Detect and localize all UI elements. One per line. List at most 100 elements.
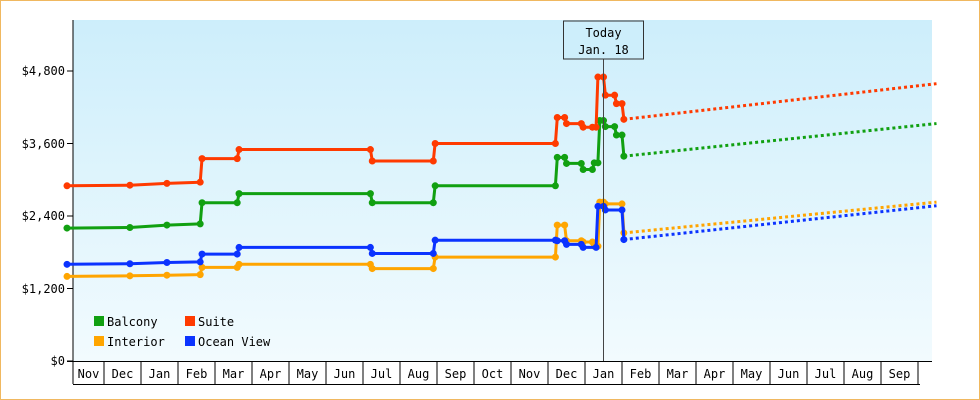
series-point-interior-8 [368, 265, 376, 273]
series-point-suite-23 [612, 100, 620, 108]
legend-label-suite: Suite [198, 315, 234, 329]
series-point-ocean-view-4 [198, 250, 206, 258]
series-point-interior-9 [429, 265, 437, 273]
series-forecast-balcony [623, 122, 937, 158]
today-date: Jan. 18 [578, 43, 629, 57]
legend: Balcony Suite Interior Ocean View [94, 315, 271, 349]
month-label-12: Nov [519, 367, 541, 381]
month-label-18: May [741, 367, 763, 381]
series-point-balcony-1 [126, 223, 134, 231]
series-point-ocean-view-0 [63, 260, 71, 268]
series-point-suite-6 [235, 146, 243, 154]
y-axis-ticks: $0 $1,200 $2,400 $3,600 $4,800 [22, 64, 73, 368]
series-point-ocean-view-18 [594, 202, 602, 210]
series-point-ocean-view-17 [592, 243, 600, 251]
series-point-balcony-12 [553, 153, 561, 161]
x-axis-months: Nov Dec Jan Feb Mar Apr May Jun Jul Aug Sep Oct Nov D… [72, 361, 920, 385]
series-point-suite-5 [233, 155, 241, 163]
series-point-suite-25 [620, 115, 628, 123]
series-point-balcony-19 [594, 159, 602, 167]
month-label-13: Dec [556, 367, 578, 381]
month-label-20: Jul [815, 367, 837, 381]
month-label-1: Dec [112, 367, 134, 381]
series-point-ocean-view-1 [126, 260, 134, 268]
series-point-balcony-14 [563, 159, 570, 167]
series-point-suite-7 [366, 146, 374, 154]
series-point-balcony-3 [196, 220, 204, 228]
legend-label-ocean-view: Ocean View [198, 335, 271, 349]
series-point-balcony-16 [579, 165, 587, 173]
series-point-suite-3 [196, 178, 204, 186]
legend-swatch-ocean-view [185, 336, 195, 346]
series-point-ocean-view-8 [368, 249, 376, 257]
series-point-ocean-view-3 [196, 258, 204, 266]
series-point-balcony-22 [601, 123, 609, 131]
series-point-ocean-view-20 [601, 206, 609, 214]
month-label-15: Feb [630, 367, 652, 381]
series-point-suite-16 [579, 123, 587, 131]
series-forecast-interior [623, 200, 937, 235]
series-point-balcony-23 [611, 123, 619, 131]
series-point-suite-22 [611, 91, 619, 99]
series-point-interior-3 [196, 271, 204, 279]
series-point-ocean-view-5 [233, 250, 241, 258]
legend-swatch-balcony [94, 316, 104, 326]
series-point-interior-1 [126, 272, 134, 280]
series-point-suite-0 [63, 182, 71, 190]
series-point-suite-2 [163, 179, 171, 187]
series-point-interior-0 [63, 272, 71, 280]
series-point-balcony-6 [235, 190, 243, 198]
series-forecast-ocean-view [623, 204, 937, 242]
series-point-suite-11 [551, 140, 559, 147]
series-point-balcony-26 [620, 152, 628, 160]
chart-marks [63, 20, 937, 362]
plot-area [73, 20, 932, 361]
month-label-21: Aug [852, 367, 874, 381]
series-point-ocean-view-6 [235, 243, 243, 251]
series-point-suite-10 [431, 140, 439, 147]
series-point-interior-6 [235, 260, 243, 268]
series-point-interior-13 [561, 221, 569, 229]
series-point-suite-21 [601, 91, 609, 99]
series-point-interior-11 [551, 253, 559, 261]
series-point-interior-23 [618, 200, 626, 208]
y-tick-label-2: $2,400 [22, 209, 65, 223]
series-point-ocean-view-16 [579, 243, 587, 251]
series-point-balcony-7 [366, 190, 374, 198]
y-tick-label-4: $4,800 [22, 64, 65, 78]
month-label-16: Mar [667, 367, 689, 381]
today-label: Today [585, 26, 621, 40]
month-label-4: Mar [223, 367, 245, 381]
series-point-ocean-view-14 [563, 240, 570, 248]
series-point-suite-24 [618, 100, 626, 108]
series-point-ocean-view-2 [163, 259, 171, 267]
month-label-11: Oct [482, 367, 504, 381]
month-label-22: Sep [889, 367, 911, 381]
y-tick-label-1: $1,200 [22, 282, 65, 296]
month-label-0: Nov [78, 367, 100, 381]
series-point-ocean-view-9 [429, 249, 437, 257]
series-point-balcony-10 [431, 182, 439, 190]
month-label-14: Jan [593, 367, 615, 381]
today-box [563, 20, 644, 60]
month-label-19: Jun [778, 367, 800, 381]
legend-label-balcony: Balcony [107, 315, 158, 329]
month-label-17: Apr [704, 367, 726, 381]
series-point-suite-4 [198, 155, 206, 163]
series-point-suite-14 [563, 120, 570, 128]
series-point-balcony-8 [368, 199, 376, 207]
series-point-balcony-24 [612, 131, 620, 139]
month-label-2: Jan [149, 367, 171, 381]
series-point-interior-2 [163, 271, 171, 279]
series-point-ocean-view-7 [366, 243, 374, 251]
legend-swatch-interior [94, 336, 104, 346]
series-point-interior-4 [198, 263, 206, 271]
month-label-6: May [297, 367, 319, 381]
month-label-9: Aug [408, 367, 430, 381]
y-tick-label-0: $0 [51, 354, 65, 368]
series-point-balcony-0 [63, 224, 71, 232]
series-point-ocean-view-21 [618, 206, 626, 214]
series-point-suite-9 [429, 157, 437, 165]
series-point-balcony-9 [429, 199, 437, 207]
